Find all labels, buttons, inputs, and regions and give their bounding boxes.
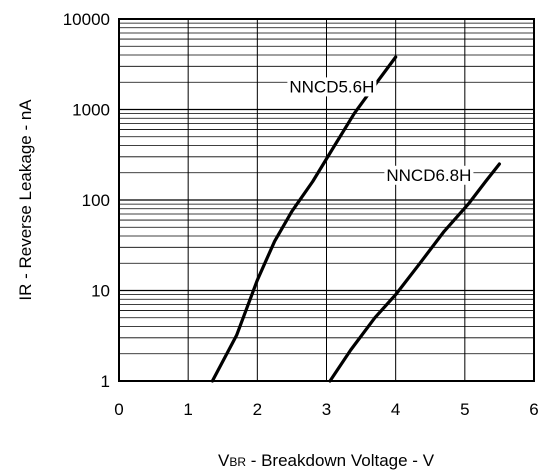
x-tick-label: 1 (183, 400, 192, 419)
series-label-background (287, 77, 377, 97)
x-tick-label: 2 (253, 400, 262, 419)
plot-frame (118, 18, 535, 382)
x-axis-label-subscript: BR (229, 455, 246, 469)
y-tick-label: 100 (82, 191, 110, 210)
series-group: NNCD5.6H NNCD6.8H (210, 55, 501, 383)
series-label-background (384, 165, 474, 185)
y-tick-label: 1000 (72, 101, 110, 120)
x-tick-labels: 0 1 2 3 4 5 6 (114, 400, 538, 419)
series-label: NNCD5.6H (289, 77, 374, 96)
x-tick-label: 6 (529, 400, 538, 419)
y-tick-label: 10000 (63, 10, 110, 29)
y-axis-label: IR - Reverse Leakage - nA (16, 99, 35, 301)
x-tick-label: 4 (391, 400, 400, 419)
y-tick-label: 1 (101, 372, 110, 391)
x-tick-label: 5 (460, 400, 469, 419)
x-axis-label-rest: - Breakdown Voltage - V (246, 451, 435, 470)
y-tick-label: 10 (91, 282, 110, 301)
x-tick-label: 3 (322, 400, 331, 419)
x-tick-label: 0 (114, 400, 123, 419)
series-line-nncd6-8h (328, 162, 501, 383)
x-axis-label: VBR - Breakdown Voltage - V (218, 451, 435, 470)
y-tick-labels: 1 10 100 1000 10000 (63, 10, 110, 391)
series-label: NNCD6.8H (386, 166, 471, 185)
series-line-nncd5-6h (210, 55, 398, 383)
x-axis-label-main: V (218, 451, 230, 470)
